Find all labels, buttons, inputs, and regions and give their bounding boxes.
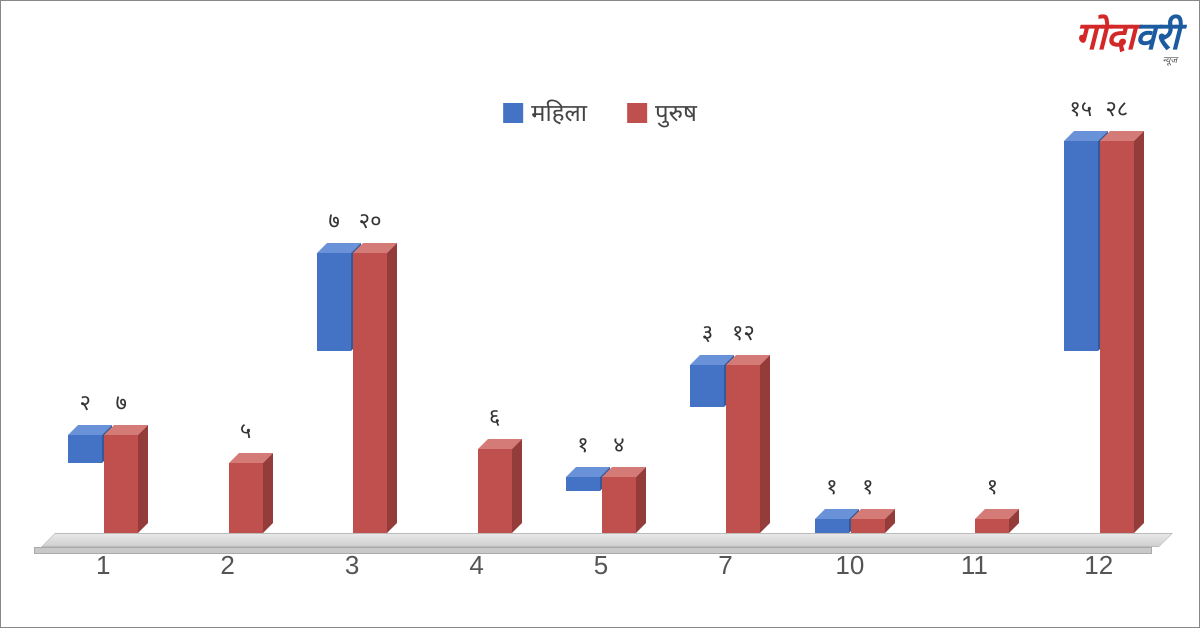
brand-logo-sub: न्यूज <box>1162 53 1177 66</box>
bar-side <box>636 467 646 533</box>
bar-front <box>566 477 600 491</box>
x-axis-label: 2 <box>178 550 278 581</box>
chart-bar: ५ <box>229 463 263 533</box>
bar-side <box>760 355 770 533</box>
chart-bar-group: १11 <box>924 519 1024 533</box>
logo-part-1: गोदा <box>1075 16 1134 58</box>
chart-bar: ४ <box>602 477 636 533</box>
bar-value-label: १ <box>967 471 1017 501</box>
bar-front <box>1064 141 1098 351</box>
x-axis-label: 4 <box>427 550 527 581</box>
chart-bar: १ <box>851 519 885 533</box>
chart-bar-group: १४5 <box>551 477 651 533</box>
chart-bar: २ <box>68 435 102 463</box>
chart-bar: १ <box>815 519 849 533</box>
bar-front <box>690 365 724 407</box>
chart-bar: १५ <box>1064 141 1098 351</box>
chart-baseline-top <box>41 533 1173 547</box>
chart-bar: १ <box>975 519 1009 533</box>
bar-value-label: ५ <box>221 415 271 445</box>
chart-bar: २८ <box>1100 141 1134 533</box>
x-axis-label: 7 <box>675 550 775 581</box>
chart-bar-group: ७२०3 <box>302 253 402 533</box>
chart-bar: ३ <box>690 365 724 407</box>
x-axis-label: 12 <box>1049 550 1149 581</box>
chart-bar-group: ३१२7 <box>675 365 775 533</box>
bar-front <box>975 519 1009 533</box>
bar-front <box>726 365 760 533</box>
chart-bar-group: ११10 <box>800 519 900 533</box>
chart-bar-group: २७1 <box>53 435 153 533</box>
chart-bar: ७ <box>317 253 351 351</box>
chart-bar: २० <box>353 253 387 533</box>
bar-front <box>478 449 512 533</box>
chart-bar-group: ६4 <box>427 449 527 533</box>
bar-value-label: १ <box>843 471 893 501</box>
x-axis-label: 1 <box>53 550 153 581</box>
bar-side <box>138 425 148 533</box>
logo-part-2: वरी <box>1134 16 1179 58</box>
chart-bar: १ <box>566 477 600 491</box>
bar-front <box>317 253 351 351</box>
x-axis-label: 10 <box>800 550 900 581</box>
bar-front <box>815 519 849 533</box>
bar-front <box>353 253 387 533</box>
bar-value-label: १२ <box>718 317 768 347</box>
bar-side <box>387 243 397 533</box>
chart-bar: ७ <box>104 435 138 533</box>
bar-side <box>1134 131 1144 533</box>
bar-front <box>602 477 636 533</box>
bar-value-label: ७ <box>96 387 146 417</box>
chart-bar: १२ <box>726 365 760 533</box>
bar-value-label: २८ <box>1092 93 1142 123</box>
bar-front <box>104 435 138 533</box>
bar-value-label: २० <box>345 205 395 235</box>
bar-value-label: ४ <box>594 429 644 459</box>
x-axis-label: 3 <box>302 550 402 581</box>
bar-side <box>263 453 273 533</box>
bar-front <box>68 435 102 463</box>
x-axis-label: 11 <box>924 550 1024 581</box>
bar-front <box>229 463 263 533</box>
bar-side <box>512 439 522 533</box>
x-axis-label: 5 <box>551 550 651 581</box>
chart-bar-group: ५2 <box>178 463 278 533</box>
chart-plot: २७1 ५2 ७२०3 ६4 १४5 ३१२7 ११10 १11 १५२८12 <box>41 87 1159 547</box>
chart-area: २७1 ५2 ७२०3 ६4 १४5 ३१२7 ११10 १11 १५२८12 <box>41 71 1159 547</box>
bar-front <box>851 519 885 533</box>
bar-value-label: ६ <box>470 401 520 431</box>
chart-bar-group: १५२८12 <box>1049 141 1149 533</box>
chart-bar: ६ <box>478 449 512 533</box>
bar-front <box>1100 141 1134 533</box>
